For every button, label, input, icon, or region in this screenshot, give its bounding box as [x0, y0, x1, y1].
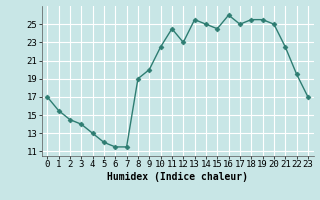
X-axis label: Humidex (Indice chaleur): Humidex (Indice chaleur) — [107, 172, 248, 182]
